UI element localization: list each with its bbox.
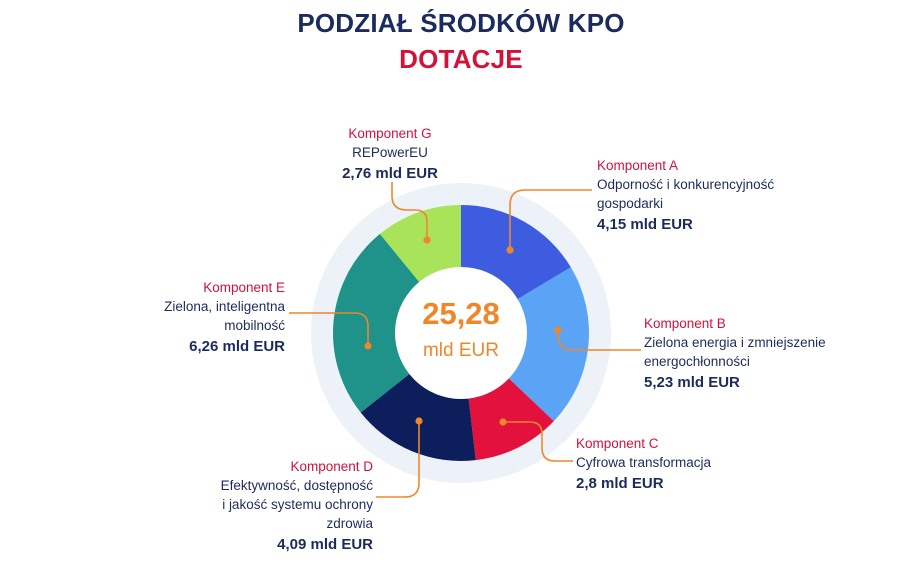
label-a-value: 4,15 mld EUR <box>597 216 693 233</box>
leader-line-c <box>503 421 573 462</box>
label-komponent-c: Komponent C Cyfrowa transformacja 2,8 ml… <box>576 434 776 493</box>
label-a-desc-2: gospodarki <box>597 196 664 211</box>
leader-lines <box>289 182 641 498</box>
label-d-value: 4,09 mld EUR <box>277 536 373 553</box>
label-c-value: 2,8 mld EUR <box>576 475 664 492</box>
leader-dot-g <box>423 236 431 244</box>
total-number: 25,28 <box>422 296 500 331</box>
label-b-name: Komponent B <box>644 316 726 331</box>
leader-dot-e <box>364 342 372 350</box>
leader-line-g <box>391 182 428 240</box>
label-g-value: 2,76 mld EUR <box>342 165 438 182</box>
label-b-desc-1: Zielona energia i zmniejszenie <box>644 335 826 350</box>
label-d-desc-3: zdrowia <box>326 516 373 531</box>
leader-dot-d <box>415 417 423 425</box>
label-e-desc-2: mobilność <box>224 318 285 333</box>
label-d-desc-2: i jakość systemu ochrony <box>222 497 373 512</box>
leader-dot-a <box>506 246 514 254</box>
label-komponent-b: Komponent B Zielona energia i zmniejszen… <box>644 314 854 392</box>
label-a-name: Komponent A <box>597 158 679 173</box>
leader-dot-c <box>499 418 507 426</box>
label-d-name: Komponent D <box>290 459 373 474</box>
label-b-value: 5,23 mld EUR <box>644 374 740 391</box>
donut-hole <box>395 267 527 399</box>
label-c-name: Komponent C <box>576 436 659 451</box>
leader-line-e <box>289 312 369 346</box>
label-komponent-a: Komponent A Odporność i konkurencyjność … <box>597 156 797 234</box>
leader-line-a <box>509 189 592 250</box>
label-komponent-e: Komponent E Zielona, inteligentna mobiln… <box>120 278 285 356</box>
leader-line-b <box>557 330 641 351</box>
label-g-name: Komponent G <box>348 126 432 141</box>
chart-subtitle: DOTACJE <box>399 44 523 74</box>
label-e-desc-1: Zielona, inteligentna <box>164 299 285 314</box>
label-komponent-g: Komponent G REPowerEU 2,76 mld EUR <box>325 124 455 183</box>
leader-dot-b <box>554 326 562 334</box>
label-komponent-d: Komponent D Efektywność, dostępność i ja… <box>190 457 373 554</box>
total-value: 25,28 mld EUR <box>381 296 541 364</box>
chart-title: PODZIAŁ ŚRODKÓW KPO <box>297 8 625 38</box>
label-e-name: Komponent E <box>203 280 285 295</box>
label-a-desc-1: Odporność i konkurencyjność <box>597 177 775 192</box>
label-c-desc: Cyfrowa transformacja <box>576 455 712 470</box>
leader-line-d <box>376 421 420 498</box>
total-unit: mld EUR <box>422 340 499 361</box>
label-g-desc: REPowerEU <box>352 145 428 160</box>
label-d-desc-1: Efektywność, dostępność <box>220 478 373 493</box>
label-e-value: 6,26 mld EUR <box>189 338 285 355</box>
label-b-desc-2: energochłonności <box>644 354 750 369</box>
